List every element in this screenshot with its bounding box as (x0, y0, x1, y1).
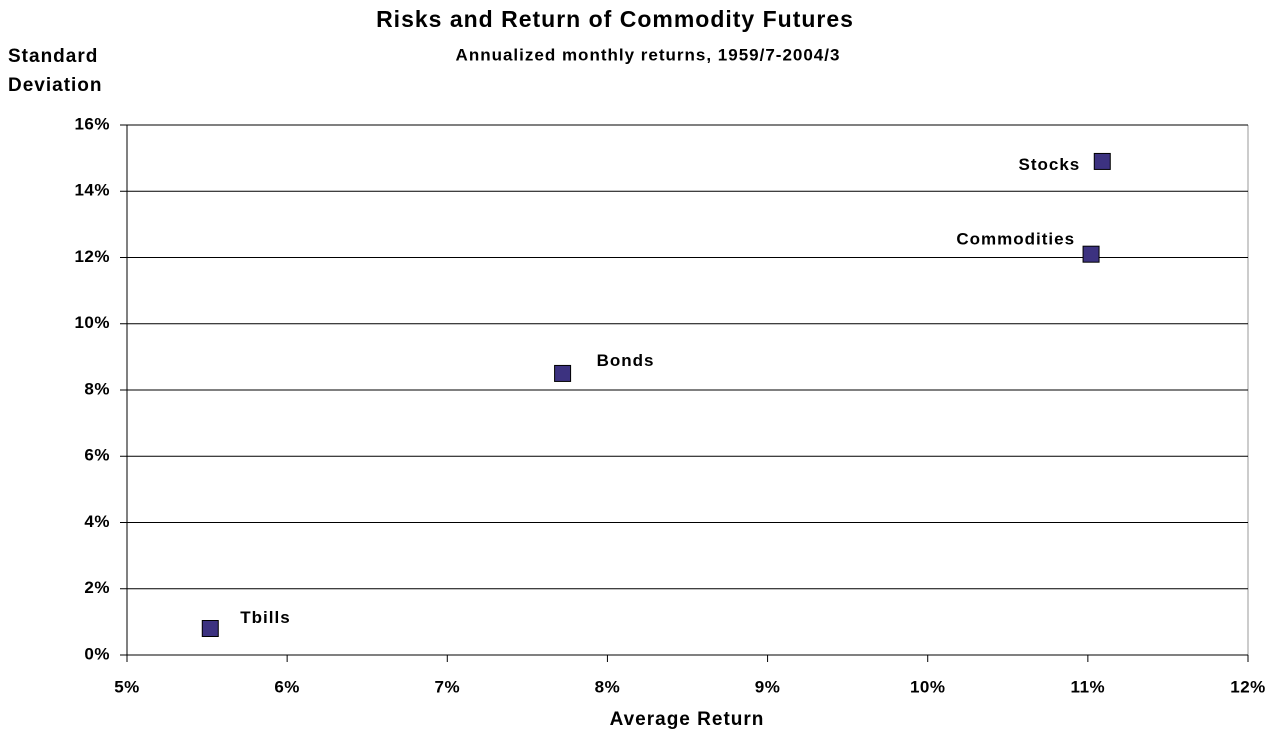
point-label: Tbills (240, 608, 290, 627)
x-tick-label: 7% (434, 677, 460, 696)
x-tick-label: 5% (114, 677, 140, 696)
y-tick-label: 6% (84, 446, 110, 465)
point (554, 364, 572, 382)
x-tick-label: 10% (910, 677, 946, 696)
x-tick-label: 6% (274, 677, 300, 696)
y-tick-label: 4% (84, 512, 110, 531)
point-label: Stocks (1019, 155, 1081, 174)
x-tick-label: 8% (595, 677, 621, 696)
y-tick-label: 14% (74, 181, 110, 200)
y-tick-label: 8% (84, 379, 110, 398)
chart-subtitle: Annualized monthly returns, 1959/7-2004/… (456, 45, 841, 64)
y-tick-label: 12% (74, 247, 110, 266)
x-tick-label: 9% (755, 677, 781, 696)
x-axis-label: Average Return (610, 709, 765, 730)
y-tick-label: 16% (74, 114, 110, 133)
y-axis-label: Deviation (8, 75, 103, 96)
point (1093, 152, 1111, 170)
point-label: Commodities (956, 230, 1075, 249)
y-tick-label: 0% (84, 644, 110, 663)
y-tick-label: 2% (84, 578, 110, 597)
point (201, 620, 219, 637)
chart-title: Risks and Return of Commodity Futures (376, 6, 854, 32)
point (1082, 245, 1100, 263)
y-tick-label: 10% (74, 313, 110, 332)
x-tick-label: 11% (1071, 677, 1106, 696)
x-tick-label: 12% (1230, 677, 1266, 696)
y-axis-label: Standard (8, 46, 98, 67)
point-label: Bonds (597, 351, 655, 370)
